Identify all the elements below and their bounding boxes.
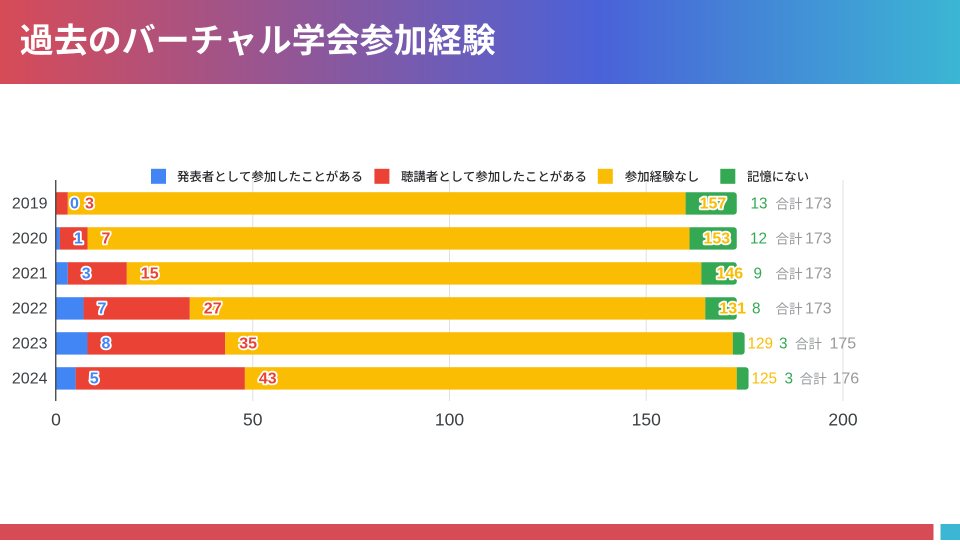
svg-text:1: 1: [74, 231, 83, 248]
svg-text:8: 8: [102, 336, 111, 353]
svg-text:3: 3: [82, 266, 91, 283]
svg-text:12: 12: [750, 231, 767, 248]
svg-text:0: 0: [51, 409, 61, 429]
svg-text:131: 131: [719, 301, 746, 318]
svg-text:153: 153: [704, 231, 731, 248]
svg-text:8: 8: [752, 301, 761, 318]
svg-text:7: 7: [98, 301, 107, 318]
svg-text:13: 13: [751, 196, 768, 213]
svg-text:173: 173: [805, 301, 832, 318]
svg-text:27: 27: [204, 301, 222, 318]
svg-text:2022: 2022: [12, 301, 48, 318]
svg-text:15: 15: [141, 266, 159, 283]
svg-text:43: 43: [259, 371, 277, 388]
svg-text:157: 157: [700, 196, 727, 213]
svg-text:129: 129: [748, 336, 774, 353]
svg-text:2024: 2024: [12, 371, 48, 388]
svg-text:50: 50: [243, 409, 263, 429]
svg-text:0: 0: [70, 196, 79, 213]
svg-text:173: 173: [805, 196, 832, 213]
svg-text:100: 100: [435, 409, 464, 429]
svg-text:2019: 2019: [12, 196, 48, 213]
svg-text:200: 200: [828, 409, 857, 429]
svg-text:9: 9: [754, 266, 763, 283]
svg-text:175: 175: [830, 336, 857, 353]
svg-text:2023: 2023: [12, 336, 48, 353]
svg-text:146: 146: [717, 266, 744, 283]
svg-text:2021: 2021: [12, 266, 48, 283]
svg-text:173: 173: [805, 266, 832, 283]
svg-text:125: 125: [752, 371, 778, 388]
svg-text:3: 3: [85, 196, 94, 213]
svg-text:2020: 2020: [12, 231, 48, 248]
svg-text:173: 173: [805, 231, 832, 248]
svg-text:3: 3: [785, 371, 794, 388]
svg-text:3: 3: [779, 336, 788, 353]
svg-text:35: 35: [239, 336, 257, 353]
svg-text:5: 5: [90, 371, 99, 388]
svg-text:7: 7: [102, 231, 111, 248]
svg-text:176: 176: [833, 371, 860, 388]
svg-text:150: 150: [632, 409, 661, 429]
